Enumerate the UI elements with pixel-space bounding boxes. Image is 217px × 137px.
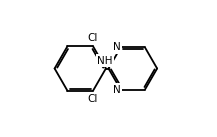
Text: N: N xyxy=(113,85,121,95)
Text: N: N xyxy=(113,42,121,52)
Text: Cl: Cl xyxy=(88,33,98,43)
Text: Cl: Cl xyxy=(88,94,98,104)
Text: NH: NH xyxy=(97,56,113,66)
